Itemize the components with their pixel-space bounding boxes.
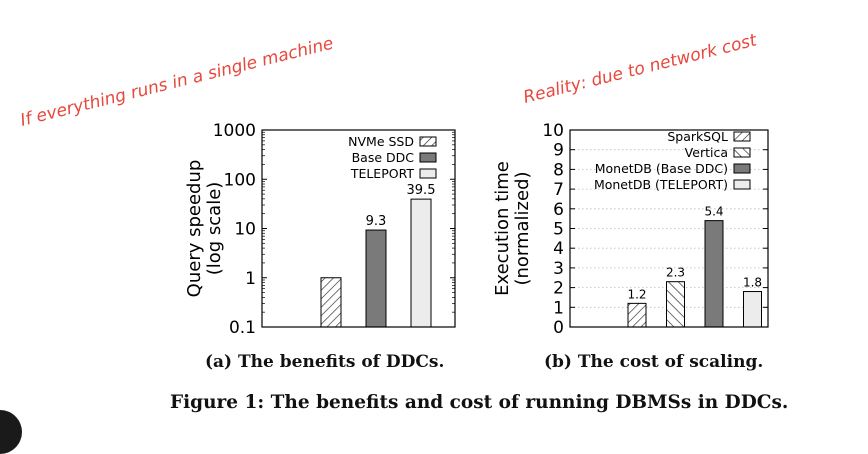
legend-swatch <box>419 136 437 147</box>
legend-label: MonetDB (TELEPORT) <box>594 177 728 192</box>
y-tick-label: 1 <box>245 269 256 289</box>
legend-label: Vertica <box>685 145 728 160</box>
y-tick-label: 1 <box>553 298 564 318</box>
data-label: 5.4 <box>704 205 723 219</box>
y-tick-label: 3 <box>553 259 564 279</box>
y-tick-label: 6 <box>553 200 564 220</box>
y-tick-label: 100 <box>224 170 256 190</box>
y-tick-label: 8 <box>553 160 564 180</box>
bar-monetdb-teleport- <box>743 291 762 328</box>
bar-sparksql <box>627 302 647 328</box>
legend-swatch <box>733 179 751 190</box>
data-label: 2.3 <box>666 266 685 280</box>
legend-label: SparkSQL <box>667 129 728 144</box>
figure-canvas: If everything runs in a single machine R… <box>18 30 769 338</box>
y-tick-label: 5 <box>553 220 564 240</box>
annotation-right: Reality: due to network cost <box>521 30 760 108</box>
data-label: 39.5 <box>407 183 436 198</box>
bar-nvme-ssd <box>320 277 342 328</box>
caption-a: (a) The benefits of DDCs. <box>205 352 445 372</box>
data-label: 9.3 <box>366 214 387 229</box>
y-axis-label: (normalized) <box>512 171 533 285</box>
legend-label: NVMe SSD <box>348 134 414 149</box>
y-tick-label: 4 <box>553 239 564 259</box>
bar-teleport <box>410 198 432 328</box>
y-tick-label: 1000 <box>213 121 256 141</box>
legend-swatch <box>419 168 437 179</box>
y-tick-label: 10 <box>234 220 256 240</box>
bar-vertica <box>666 281 685 328</box>
legend-swatch <box>733 147 751 158</box>
legend-swatch <box>419 152 437 163</box>
y-tick-label: 10 <box>542 121 564 141</box>
legend-swatch <box>733 131 751 142</box>
y-axis-label: (log scale) <box>204 182 225 276</box>
figure-caption: Figure 1: The benefits and cost of runni… <box>170 392 789 413</box>
caption-b: (b) The cost of scaling. <box>544 352 764 372</box>
legend-label: Base DDC <box>352 150 415 165</box>
legend-swatch <box>733 163 751 174</box>
legend-label: MonetDB (Base DDC) <box>595 161 728 176</box>
annotation-left: If everything runs in a single machine <box>18 34 335 131</box>
data-label: 1.2 <box>627 287 646 301</box>
plot-frame <box>261 129 456 328</box>
legend-label: TELEPORT <box>350 166 415 181</box>
data-label: 1.8 <box>743 276 762 290</box>
chart-execution-time: 0123456789101.22.35.41.8SparkSQLVerticaM… <box>492 121 769 338</box>
plot-frame <box>569 129 769 328</box>
bar-monetdb-base-ddc- <box>704 220 724 328</box>
y-tick-label: 2 <box>553 279 564 299</box>
y-axis-label: Execution time <box>492 161 513 296</box>
y-tick-label: 9 <box>553 141 564 161</box>
y-axis-label: Query speedup <box>184 160 205 298</box>
bar-base-ddc <box>365 229 387 328</box>
y-tick-label: 0 <box>553 318 564 338</box>
y-tick-label: 7 <box>553 180 564 200</box>
y-tick-label: 0.1 <box>229 318 256 338</box>
